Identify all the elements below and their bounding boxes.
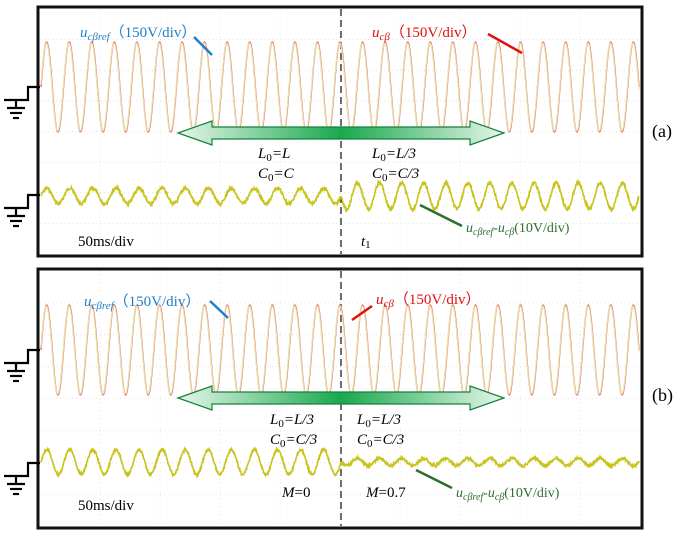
timebase-label: 50ms/div xyxy=(78,498,134,514)
panel-a: ucβref（150V/div） ucβ（150V/div） L0=L C0=C… xyxy=(4,5,644,258)
right-l-param: L0=L/3 xyxy=(356,412,401,430)
panel-b: ucβref（150V/div） ucβ（150V/div） L0=L/3 C0… xyxy=(4,267,644,530)
left-c-param: C0=C/3 xyxy=(270,432,317,450)
transition-arrow xyxy=(176,120,506,146)
meas-label-pointer xyxy=(487,32,523,55)
left-c-param: C0=C xyxy=(258,166,295,184)
ground-icon xyxy=(4,193,40,228)
timebase-label: 50ms/div xyxy=(78,234,134,250)
panel-a-error-trace xyxy=(40,178,640,214)
right-c-param: C0=C/3 xyxy=(357,432,404,450)
ground-icon xyxy=(4,348,40,383)
panel-label-b: (b) xyxy=(652,385,673,405)
err-label: ucβref-ucβ(10V/div) xyxy=(466,221,570,238)
err-label: ucβref-ucβ(10V/div) xyxy=(456,486,560,503)
panel-b-meas-trace xyxy=(40,305,640,395)
left-l-param: L0=L/3 xyxy=(269,412,314,430)
meas-label-pointer xyxy=(351,304,373,322)
ref-label-pointer xyxy=(209,300,229,319)
modulation-marker-right: M=0.7 xyxy=(365,485,406,501)
ground-icon xyxy=(4,85,40,120)
ref-label: ucβref（150V/div） xyxy=(80,24,196,43)
panel-a-meas-trace xyxy=(40,42,640,132)
panel-b-error-trace xyxy=(40,445,640,479)
ground-icon xyxy=(4,461,40,496)
ref-label-pointer xyxy=(193,36,213,56)
panel-label-a: (a) xyxy=(652,121,672,141)
ref-label: ucβref（150V/div） xyxy=(84,293,200,312)
meas-label: ucβ（150V/div） xyxy=(376,291,481,310)
err-label-pointer xyxy=(419,203,463,228)
meas-label: ucβ（150V/div） xyxy=(372,24,477,43)
right-c-param: C0=C/3 xyxy=(372,166,419,184)
modulation-marker-left: M=0 xyxy=(281,485,310,501)
switch-time-marker: t1 xyxy=(361,234,371,251)
err-label-pointer xyxy=(415,468,453,490)
right-l-param: L0=L/3 xyxy=(371,146,416,164)
left-l-param: L0=L xyxy=(257,146,290,164)
transition-arrow xyxy=(176,385,506,411)
